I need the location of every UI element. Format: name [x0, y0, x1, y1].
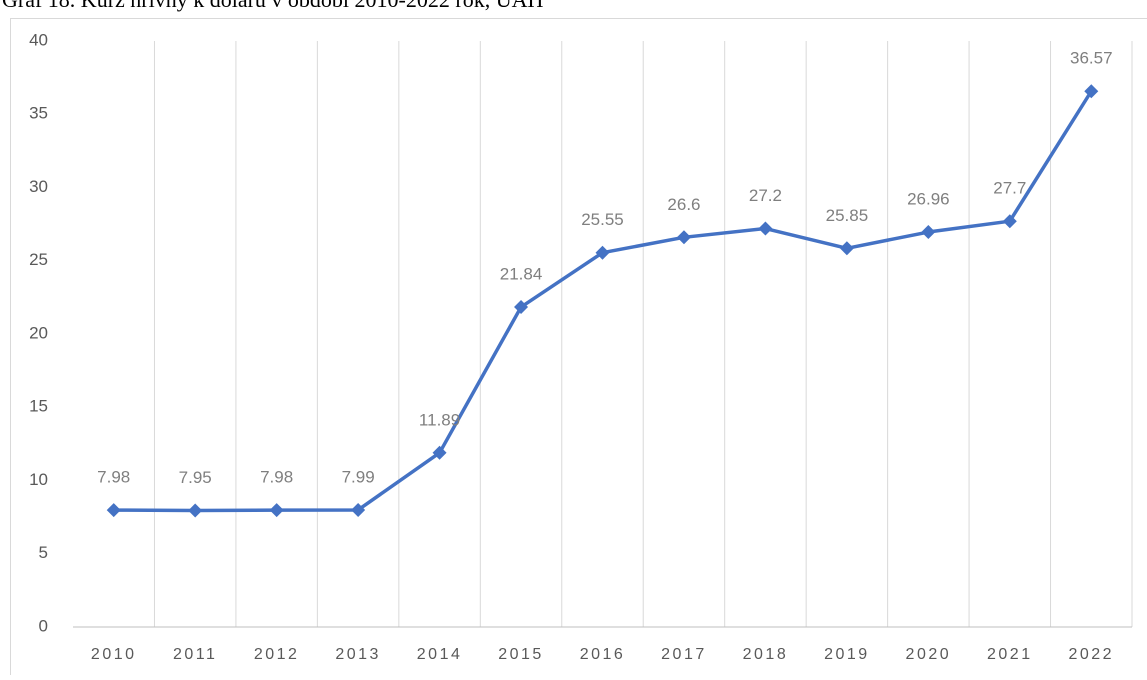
- y-tick-label: 0: [39, 616, 48, 635]
- x-tick-label: 2010: [91, 646, 137, 663]
- marker: [921, 225, 935, 239]
- y-tick-label: 30: [29, 177, 48, 196]
- chart-title: Graf 18. Kurz hřivny k dolaru v období 2…: [2, 0, 543, 12]
- y-tick-label: 20: [29, 323, 48, 342]
- chart-border: [11, 19, 1147, 676]
- x-tick-label: 2018: [743, 646, 789, 663]
- data-label: 7.99: [342, 467, 375, 486]
- data-label: 27.7: [993, 179, 1026, 198]
- marker: [677, 230, 691, 244]
- x-tick-label: 2012: [254, 646, 300, 663]
- data-label: 7.95: [179, 468, 212, 487]
- line: [114, 91, 1092, 510]
- y-tick-label: 10: [29, 470, 48, 489]
- data-label: 26.96: [907, 190, 950, 209]
- x-tick-label: 2015: [498, 646, 544, 663]
- marker: [840, 241, 854, 255]
- x-tick-label: 2020: [906, 646, 952, 663]
- y-tick-label: 15: [29, 397, 48, 416]
- x-tick-label: 2017: [661, 646, 707, 663]
- marker: [188, 504, 202, 518]
- x-tick-label: 2014: [417, 646, 463, 663]
- y-tick-label: 40: [29, 30, 48, 49]
- data-label: 11.89: [419, 410, 460, 429]
- x-tick-label: 2011: [173, 646, 217, 663]
- data-label: 7.98: [97, 468, 130, 487]
- x-tick-label: 2019: [824, 646, 870, 663]
- y-tick-label: 25: [29, 250, 48, 269]
- x-tick-label: 2022: [1068, 646, 1114, 663]
- marker: [107, 503, 121, 517]
- data-label: 7.98: [260, 468, 293, 487]
- data-label: 36.57: [1070, 49, 1113, 68]
- data-label: 27.2: [749, 186, 782, 205]
- y-tick-label: 5: [39, 543, 48, 562]
- marker: [270, 503, 284, 517]
- data-label: 21.84: [500, 265, 543, 284]
- data-label: 25.85: [826, 206, 869, 225]
- data-label: 25.55: [581, 210, 624, 229]
- x-tick-label: 2021: [987, 646, 1033, 663]
- data-label: 26.6: [667, 195, 700, 214]
- x-tick-label: 2013: [335, 646, 381, 663]
- x-tick-label: 2016: [580, 646, 626, 663]
- marker: [758, 222, 772, 236]
- y-tick-label: 35: [29, 104, 48, 123]
